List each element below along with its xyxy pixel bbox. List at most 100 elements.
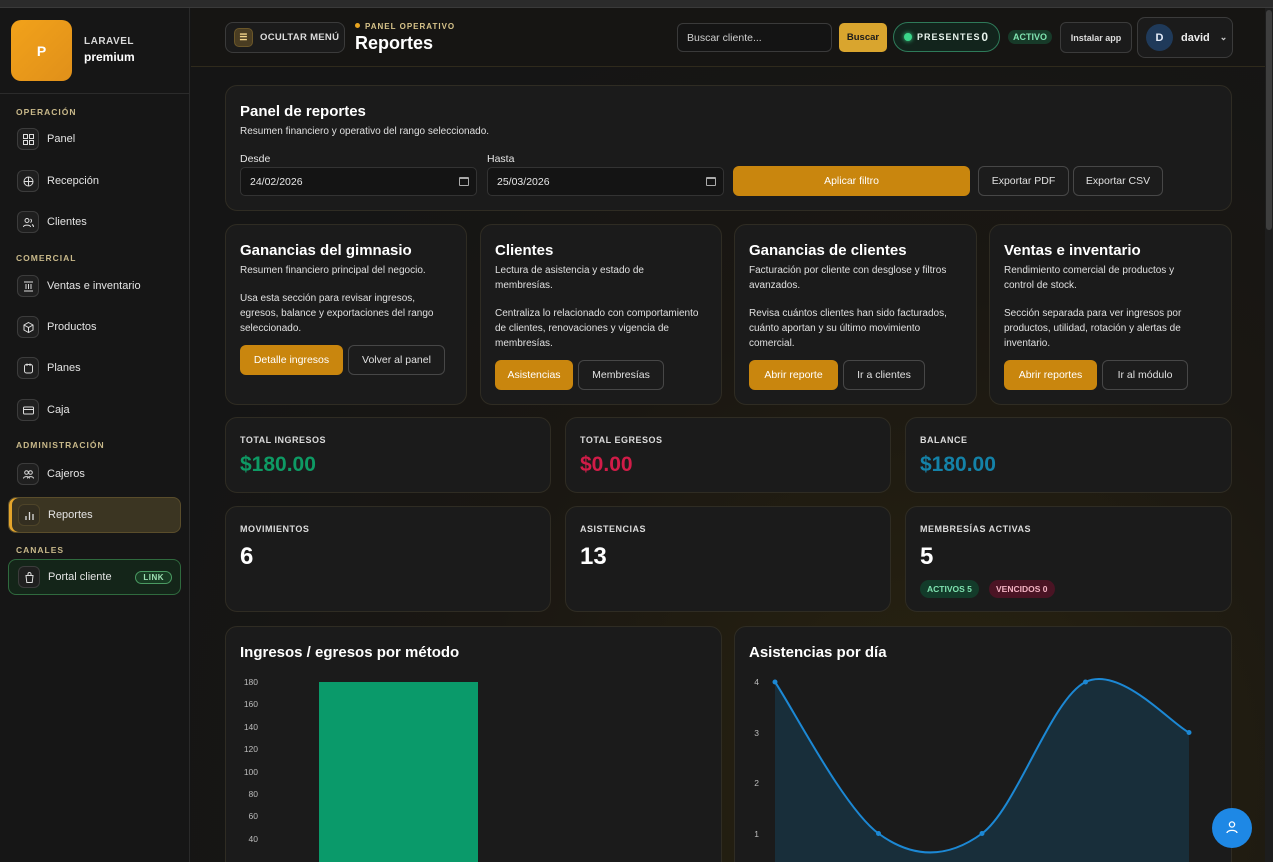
- data-point: [979, 831, 985, 836]
- volver-panel-button[interactable]: Volver al panel: [348, 345, 445, 375]
- stat-value: $0.00: [580, 453, 633, 476]
- section-body: Sección separada para ver ingresos por p…: [1004, 308, 1182, 349]
- export-csv-button[interactable]: Exportar CSV: [1073, 166, 1163, 196]
- presentes-indicator[interactable]: PRESENTES 0: [893, 22, 1000, 52]
- section-operacion: OPERACIÓN: [16, 107, 77, 117]
- ir-clientes-button[interactable]: Ir a clientes: [843, 360, 925, 390]
- avatar: D: [1146, 24, 1173, 51]
- asistencias-button[interactable]: Asistencias: [495, 360, 573, 390]
- sidebar-item-portal-cliente[interactable]: Portal cliente LINK: [8, 559, 181, 595]
- menu-icon: ☰: [234, 28, 253, 47]
- calendar-icon[interactable]: [706, 177, 716, 186]
- sidebar: P LARAVEL premium OPERACIÓN Panel Recepc…: [0, 8, 190, 862]
- ir-modulo-button[interactable]: Ir al módulo: [1102, 360, 1188, 390]
- apply-filter-button[interactable]: Aplicar filtro: [733, 166, 970, 196]
- sidebar-item-clientes[interactable]: Clientes: [8, 204, 181, 240]
- section-lead: Facturación por cliente con desglose y f…: [749, 265, 947, 291]
- from-date-value: 24/02/2026: [250, 175, 303, 188]
- sidebar-item-label: Ventas e inventario: [47, 280, 141, 292]
- user-fab-button[interactable]: [1212, 808, 1252, 848]
- plan-icon: [17, 357, 39, 379]
- brand: P LARAVEL premium: [0, 8, 190, 94]
- box-icon: [17, 316, 39, 338]
- vencidos-badge: VENCIDOS 0: [989, 580, 1055, 598]
- section-card-clientes: Clientes Lectura de asistencia y estado …: [480, 224, 722, 405]
- sidebar-item-label: Reportes: [48, 509, 93, 521]
- sidebar-item-productos[interactable]: Productos: [8, 309, 181, 345]
- portal-icon: [18, 566, 40, 588]
- brand-sub-text: premium: [84, 50, 135, 64]
- calendar-icon[interactable]: [459, 177, 469, 186]
- section-card-ganancias-clientes: Ganancias de clientes Facturación por cl…: [734, 224, 977, 405]
- stat-movimientos: MOVIMIENTOS 6: [225, 506, 551, 612]
- brand-logo[interactable]: P: [11, 20, 72, 81]
- data-point: [772, 679, 778, 685]
- y-tick-label: 180: [243, 677, 258, 687]
- user-icon: [1225, 820, 1239, 837]
- search-input[interactable]: [677, 23, 832, 52]
- status-badge: ACTIVO: [1008, 30, 1053, 44]
- line-chart: [772, 678, 1192, 862]
- y-tick-label: 160: [243, 699, 258, 710]
- window-top-strip: [0, 0, 1273, 8]
- activos-badge: ACTIVOS 5: [920, 580, 979, 598]
- scrollbar-thumb[interactable]: [1266, 10, 1272, 230]
- data-point: [1083, 679, 1088, 685]
- stat-balance: BALANCE $180.00: [905, 417, 1232, 493]
- section-card-ventas-inventario: Ventas e inventario Rendimiento comercia…: [989, 224, 1232, 405]
- stat-value: 13: [580, 543, 607, 570]
- stat-label: TOTAL EGRESOS: [580, 435, 663, 445]
- sidebar-item-recepcion[interactable]: Recepción: [8, 163, 181, 199]
- section-title: Ganancias de clientes: [749, 242, 907, 259]
- abrir-reportes-button[interactable]: Abrir reportes: [1004, 360, 1097, 390]
- sidebar-item-reportes[interactable]: Reportes: [8, 497, 181, 533]
- section-title: Clientes: [495, 242, 554, 259]
- sidebar-item-cajeros[interactable]: Cajeros: [8, 456, 181, 492]
- y-tick-label: 60: [248, 811, 258, 822]
- sidebar-item-panel[interactable]: Panel: [8, 121, 181, 157]
- presentes-count: 0: [981, 30, 988, 44]
- search-button[interactable]: Buscar: [839, 23, 887, 52]
- user-name: david: [1181, 31, 1210, 44]
- brand-top-text: LARAVEL: [84, 36, 134, 47]
- user-menu[interactable]: D david ⌄: [1137, 17, 1233, 58]
- kicker-text: PANEL OPERATIVO: [365, 22, 456, 31]
- sidebar-item-caja[interactable]: Caja: [8, 392, 181, 428]
- reception-icon: [17, 170, 39, 192]
- hide-menu-button[interactable]: ☰ OCULTAR MENÚ: [225, 22, 345, 53]
- abrir-reporte-button[interactable]: Abrir reporte: [749, 360, 838, 390]
- stat-value: $180.00: [920, 453, 996, 476]
- detalle-ingresos-button[interactable]: Detalle ingresos: [240, 345, 343, 375]
- from-date-input[interactable]: 24/02/2026: [240, 167, 477, 196]
- bar-chart-card: Ingresos / egresos por método 180 160 140 1…: [225, 626, 722, 862]
- main-content: ☰ OCULTAR MENÚ PANEL OPERATIVO Reportes …: [191, 8, 1265, 862]
- cashiers-icon: [17, 463, 39, 485]
- export-pdf-button[interactable]: Exportar PDF: [978, 166, 1069, 196]
- stat-asistencias: ASISTENCIAS 13: [565, 506, 891, 612]
- to-date-input[interactable]: 25/03/2026: [487, 167, 724, 196]
- chart-title: Asistencias por día: [749, 644, 887, 661]
- y-tick-label: 3: [754, 727, 759, 738]
- link-badge: LINK: [135, 571, 172, 584]
- sidebar-item-label: Planes: [47, 362, 81, 374]
- data-point: [1186, 730, 1192, 735]
- sidebar-item-ventas[interactable]: Ventas e inventario: [8, 268, 181, 304]
- sidebar-item-planes[interactable]: Planes: [8, 350, 181, 386]
- install-app-button[interactable]: Instalar app: [1060, 22, 1132, 53]
- y-tick-label: 140: [243, 721, 258, 732]
- stat-label: MEMBRESÍAS ACTIVAS: [920, 524, 1032, 534]
- membresias-button[interactable]: Membresías: [578, 360, 664, 390]
- stat-total-egresos: TOTAL EGRESOS $0.00: [565, 417, 891, 493]
- stat-value: 5: [920, 543, 934, 570]
- stat-total-ingresos: TOTAL INGRESOS $180.00: [225, 417, 551, 493]
- data-point: [876, 831, 881, 836]
- cash-icon: [17, 399, 39, 421]
- section-body: Centraliza lo relacionado con comportami…: [495, 308, 699, 349]
- dashboard-icon: [17, 128, 39, 150]
- section-canales: CANALES: [16, 545, 65, 555]
- scrollbar-track[interactable]: [1265, 8, 1273, 862]
- bar-chart: [319, 682, 478, 862]
- section-administracion: ADMINISTRACIÓN: [16, 440, 105, 450]
- area-fill: [775, 679, 1189, 862]
